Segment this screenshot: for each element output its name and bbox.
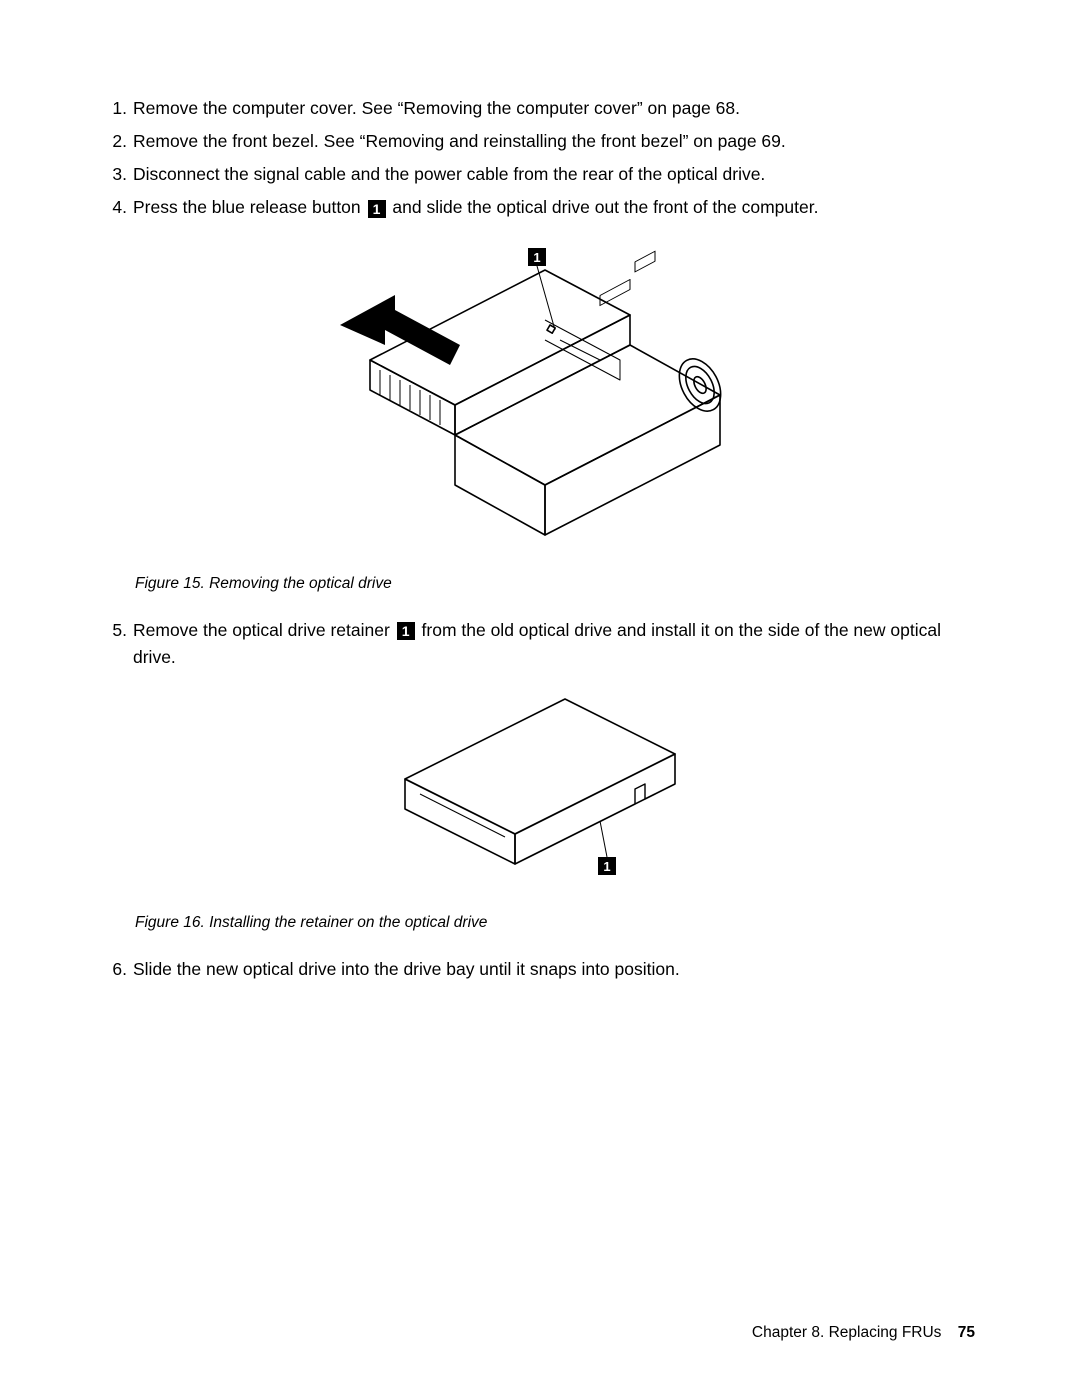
step-text-a: Remove the optical drive retainer: [133, 620, 395, 640]
step-text: Press the blue release button 1 and slid…: [133, 194, 975, 221]
figure-16-caption: Figure 16. Installing the retainer on th…: [105, 914, 975, 932]
step-number: 6.: [105, 956, 133, 983]
callout-1: 1: [598, 821, 616, 875]
step-text-a: Press the blue release button: [133, 197, 366, 217]
step-3: 3. Disconnect the signal cable and the p…: [105, 161, 975, 188]
step-number: 2.: [105, 128, 133, 155]
step-text: Remove the optical drive retainer 1 from…: [133, 617, 975, 671]
step-number: 1.: [105, 95, 133, 122]
chapter-label: Chapter 8. Replacing FRUs: [752, 1324, 942, 1341]
callout-badge-icon: 1: [368, 200, 386, 218]
instruction-list: 1. Remove the computer cover. See “Remov…: [105, 95, 975, 222]
drive-outline: [405, 699, 675, 899]
figure-16: 1: [105, 689, 975, 904]
step-number: 3.: [105, 161, 133, 188]
instruction-list-continued-2: 6. Slide the new optical drive into the …: [105, 956, 975, 983]
step-2: 2. Remove the front bezel. See “Removing…: [105, 128, 975, 155]
callout-label: 1: [603, 859, 610, 874]
arrow-icon: [340, 295, 460, 365]
step-text: Remove the computer cover. See “Removing…: [133, 95, 975, 122]
step-text-b: and slide the optical drive out the fron…: [388, 197, 819, 217]
callout-label: 1: [533, 250, 540, 265]
step-4: 4. Press the blue release button 1 and s…: [105, 194, 975, 221]
optical-drive-removal-diagram: 1: [300, 240, 780, 560]
page-body: 1. Remove the computer cover. See “Remov…: [0, 0, 1080, 983]
step-1: 1. Remove the computer cover. See “Remov…: [105, 95, 975, 122]
callout-badge-icon: 1: [397, 622, 415, 640]
step-6: 6. Slide the new optical drive into the …: [105, 956, 975, 983]
step-text: Slide the new optical drive into the dri…: [133, 956, 975, 983]
figure-15-caption: Figure 15. Removing the optical drive: [105, 575, 975, 593]
step-text: Disconnect the signal cable and the powe…: [133, 161, 975, 188]
retainer-install-diagram: 1: [375, 689, 705, 899]
figure-15: 1: [105, 240, 975, 565]
chassis-outline: [370, 251, 729, 535]
page-footer: Chapter 8. Replacing FRUs 75: [752, 1324, 975, 1342]
instruction-list-continued: 5. Remove the optical drive retainer 1 f…: [105, 617, 975, 671]
step-5: 5. Remove the optical drive retainer 1 f…: [105, 617, 975, 671]
step-number: 4.: [105, 194, 133, 221]
page-number: 75: [958, 1324, 975, 1341]
callout-1: 1: [528, 248, 555, 330]
step-text: Remove the front bezel. See “Removing an…: [133, 128, 975, 155]
step-number: 5.: [105, 617, 133, 671]
